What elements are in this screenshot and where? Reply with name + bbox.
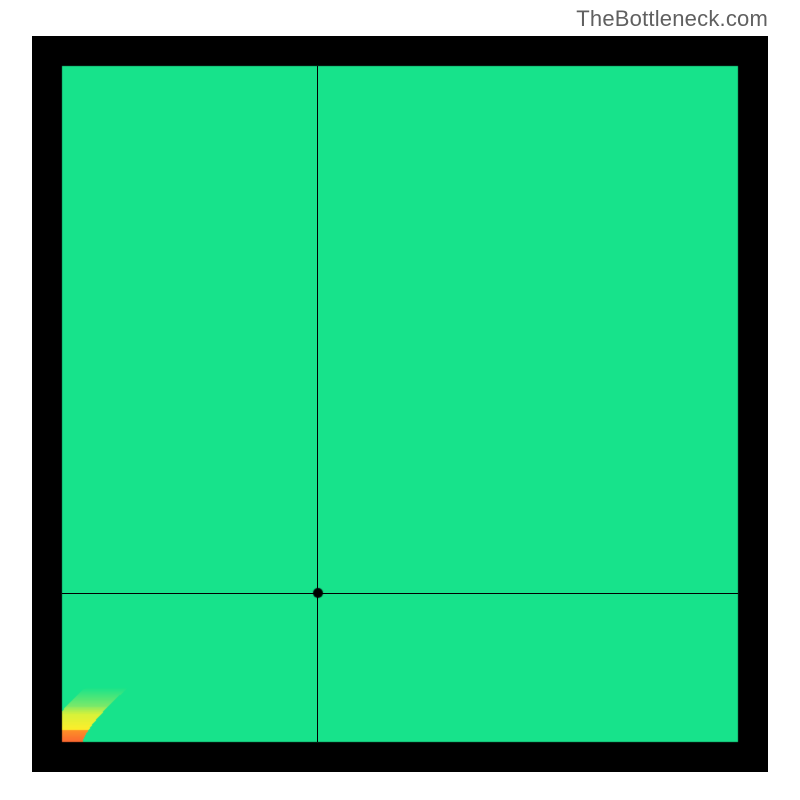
crosshair-horizontal	[62, 593, 738, 594]
chart-container: TheBottleneck.com	[0, 0, 800, 800]
plot-frame	[32, 36, 768, 772]
watermark-text: TheBottleneck.com	[576, 6, 768, 32]
heatmap-canvas	[32, 36, 768, 772]
crosshair-vertical	[317, 66, 318, 742]
